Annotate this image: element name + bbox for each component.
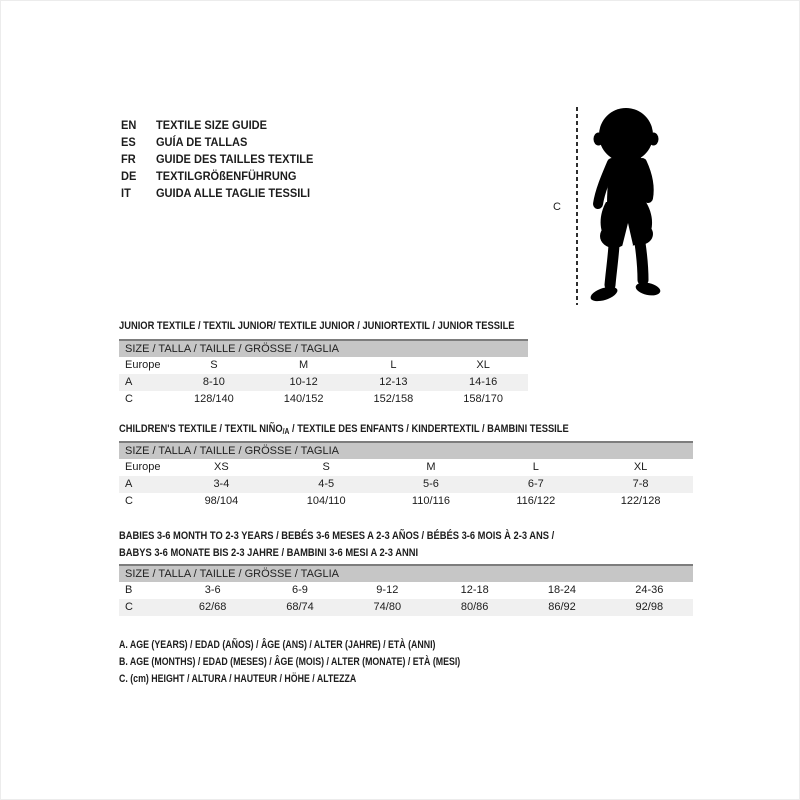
lang-label: TEXTILE SIZE GUIDE — [155, 118, 267, 132]
height-cell: 86/92 — [548, 601, 576, 613]
table-row-height: C 98/104 104/110 110/116 116/122 122/128 — [119, 493, 693, 510]
size-cell: S — [322, 461, 330, 473]
footnote-a: A. AGE (YEARS) / EDAD (AÑOS) / ÂGE (ANS)… — [119, 639, 436, 651]
size-header-row: SIZE / TALLA / TAILLE / GRÖSSE / TAGLIA — [119, 564, 693, 582]
size-header-row: SIZE / TALLA / TAILLE / GRÖSSE / TAGLIA — [119, 441, 693, 459]
height-cell: 158/170 — [463, 393, 503, 405]
height-cell: 110/116 — [411, 495, 451, 507]
height-cell: 140/152 — [283, 393, 324, 405]
height-cell: 92/98 — [635, 601, 664, 613]
footnote-b: B. AGE (MONTHS) / EDAD (MESES) / ÂGE (MO… — [119, 656, 461, 668]
row-label: B — [125, 584, 133, 596]
lang-label: TEXTILGRÖßENFÜHRUNG — [155, 169, 297, 183]
height-cell: 62/68 — [198, 601, 227, 613]
row-label: A — [125, 478, 133, 490]
lang-code: IT — [121, 186, 131, 200]
months-cell: 9-12 — [376, 584, 399, 596]
row-label: A — [125, 376, 133, 388]
junior-size-table: SIZE / TALLA / TAILLE / GRÖSSE / TAGLIA … — [119, 339, 528, 408]
lang-row-es: ES GUÍA DE TALLAS — [121, 134, 313, 151]
table-row-age: A 3-4 4-5 5-6 6-7 7-8 — [119, 476, 693, 493]
months-cell: 24-36 — [635, 584, 664, 596]
size-cell: S — [210, 359, 218, 371]
row-label: C — [125, 601, 133, 613]
row-label: Europe — [125, 359, 161, 371]
lang-label: GUIDE DES TAILLES TEXTILE — [155, 152, 314, 166]
size-cell: XL — [476, 359, 490, 371]
size-cell: XS — [214, 461, 229, 473]
row-label: C — [125, 393, 133, 405]
title-text: / TEXTILE DES ENFANTS / KINDERTEXTIL / B… — [289, 423, 569, 435]
title-text: CHILDREN'S TEXTILE / TEXTIL NIÑO — [119, 423, 283, 435]
size-cell: M — [426, 461, 436, 473]
lang-row-de: DE TEXTILGRÖßENFÜHRUNG — [121, 168, 313, 185]
toddler-silhouette-icon — [590, 108, 661, 302]
size-cell: XL — [633, 461, 648, 473]
lang-row-en: EN TEXTILE SIZE GUIDE — [121, 117, 313, 134]
table-row-height: C 62/68 68/74 74/80 80/86 86/92 92/98 — [119, 599, 693, 616]
months-cell: 18-24 — [547, 584, 577, 596]
babies-table-title-line1: BABIES 3-6 MONTH TO 2-3 YEARS / BEBÉS 3-… — [119, 530, 555, 542]
age-cell: 10-12 — [289, 376, 318, 388]
height-cell: 104/110 — [306, 495, 346, 507]
months-cell: 3-6 — [204, 584, 221, 596]
lang-label: GUÍA DE TALLAS — [155, 135, 248, 149]
lang-label: GUIDA ALLE TAGLIE TESSILI — [155, 186, 311, 200]
height-measure-label: C — [553, 201, 561, 213]
table-row-age: A 8-10 10-12 12-13 14-16 — [119, 374, 528, 391]
months-cell: 6-9 — [292, 584, 308, 596]
height-measure-dashed-line — [576, 107, 578, 305]
height-cell: 128/140 — [193, 393, 234, 405]
size-cell: M — [299, 359, 309, 371]
height-cell: 122/128 — [620, 495, 661, 507]
footnotes: A. AGE (YEARS) / EDAD (AÑOS) / ÂGE (ANS)… — [119, 637, 460, 688]
age-cell: 3-4 — [213, 478, 230, 490]
babies-table-title-line2: BABYS 3-6 MONATE BIS 2-3 JAHRE / BAMBINI… — [119, 547, 419, 559]
row-label: Europe — [125, 461, 161, 473]
children-table-title: CHILDREN'S TEXTILE / TEXTIL NIÑO/A / TEX… — [119, 421, 569, 440]
age-cell: 5-6 — [423, 478, 439, 490]
babies-size-table: SIZE / TALLA / TAILLE / GRÖSSE / TAGLIA … — [119, 564, 693, 616]
age-cell: 6-7 — [527, 478, 544, 490]
height-cell: 98/104 — [204, 495, 239, 507]
table-row-months: B 3-6 6-9 9-12 12-18 18-24 24-36 — [119, 582, 693, 599]
lang-row-fr: FR GUIDE DES TAILLES TEXTILE — [121, 151, 313, 168]
age-cell: 8-10 — [202, 376, 225, 388]
junior-table-title: JUNIOR TEXTILE / TEXTIL JUNIOR/ TEXTILE … — [119, 320, 515, 332]
size-header-row: SIZE / TALLA / TAILLE / GRÖSSE / TAGLIA — [119, 339, 528, 357]
lang-code: DE — [121, 169, 137, 183]
lang-code: FR — [121, 152, 136, 166]
age-cell: 12-13 — [379, 376, 408, 388]
title-subscript: /A — [282, 427, 290, 436]
months-cell: 12-18 — [460, 584, 489, 596]
lang-code: ES — [121, 135, 136, 149]
lang-code: EN — [121, 118, 137, 132]
size-cell: L — [390, 359, 397, 371]
language-legend: EN TEXTILE SIZE GUIDE ES GUÍA DE TALLAS … — [121, 117, 313, 202]
table-row-europe: Europe XS S M L XL — [119, 459, 693, 476]
size-cell: L — [532, 461, 539, 473]
lang-row-it: IT GUIDA ALLE TAGLIE TESSILI — [121, 185, 313, 202]
height-cell: 80/86 — [460, 601, 489, 613]
height-cell: 116/122 — [516, 495, 556, 507]
children-size-table: SIZE / TALLA / TAILLE / GRÖSSE / TAGLIA … — [119, 441, 693, 510]
height-cell: 74/80 — [373, 601, 402, 613]
age-cell: 14-16 — [469, 376, 498, 388]
height-cell: 152/158 — [373, 393, 414, 405]
table-row-height: C 128/140 140/152 152/158 158/170 — [119, 391, 528, 408]
footnote-c: C. (cm) HEIGHT / ALTURA / HAUTEUR / HÖHE… — [119, 673, 357, 685]
age-cell: 4-5 — [318, 478, 335, 490]
table-row-europe: Europe S M L XL — [119, 357, 528, 374]
height-cell: 68/74 — [286, 601, 314, 613]
age-cell: 7-8 — [632, 478, 649, 490]
row-label: C — [125, 495, 133, 507]
